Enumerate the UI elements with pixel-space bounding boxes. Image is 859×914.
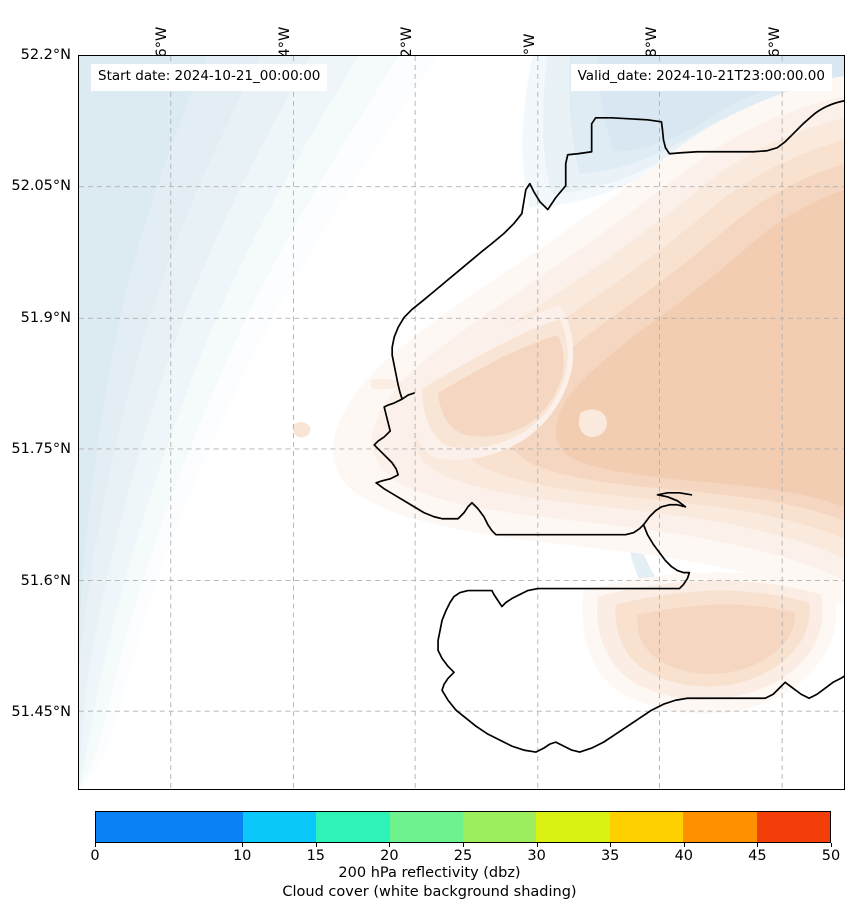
colorbar-segment (536, 812, 610, 842)
y-tick-label: 51.75°N (11, 441, 71, 457)
colorbar-segment (242, 812, 317, 842)
y-tick-label: 51.6°N (20, 573, 71, 589)
map-gridlines (79, 56, 844, 789)
y-tick-label: 52.05°N (11, 178, 71, 194)
colorbar-segment (609, 812, 684, 842)
colorbar-tick-mark (242, 843, 244, 847)
colorbar-tick-mark (610, 843, 612, 847)
colorbar-segment (756, 812, 830, 842)
caption-line-2: Cloud cover (white background shading) (282, 884, 577, 900)
y-axis-ticks: 52.2°N 52.05°N 51.9°N 51.75°N 51.6°N 51.… (0, 0, 71, 914)
colorbar-segment (683, 812, 757, 842)
valid-date-annotation: Valid_date: 2024-10-21T23:00:00.00 (570, 64, 832, 91)
colorbar-tick-label: 45 (748, 848, 767, 864)
colorbar-ticks: 0 10 15 20 25 30 35 40 45 50 (90, 843, 840, 869)
start-date-annotation: Start date: 2024-10-21_00:00:00 (91, 64, 328, 91)
colorbar-segment (316, 812, 390, 842)
y-tick-label: 51.45°N (11, 704, 71, 720)
colorbar-tick-label: 20 (380, 848, 399, 864)
figure-caption: 200 hPa reflectivity (dbz) Cloud cover (… (0, 864, 859, 902)
colorbar-tick-mark (463, 843, 464, 847)
colorbar-tick-mark (315, 843, 317, 847)
colorbar-segment (389, 812, 463, 842)
colorbar-tick-label: 0 (90, 848, 100, 864)
coastline-path (373, 100, 844, 753)
colorbar-tick-mark (831, 843, 832, 847)
map-contour-canvas (79, 56, 844, 789)
colorbar-tick-mark (536, 843, 538, 847)
caption-line-1: 200 hPa reflectivity (dbz) (338, 865, 521, 881)
colorbar-tick-label: 25 (453, 848, 473, 864)
y-tick-label: 51.9°N (20, 310, 71, 326)
colorbar-tick-mark (95, 843, 96, 847)
colorbar-tick-mark (389, 843, 391, 847)
cloud-cover-warm-bands (292, 75, 844, 714)
colorbar-segment (96, 812, 243, 842)
colorbar-tick-label: 15 (306, 848, 326, 864)
colorbar-tick-label: 50 (821, 848, 841, 864)
colorbar-tick-label: 10 (232, 848, 252, 864)
colorbar-tick-label: 40 (674, 848, 694, 864)
colorbar-segment (462, 812, 537, 842)
colorbar-tick-mark (757, 843, 759, 847)
colorbar-tick-label: 35 (600, 848, 620, 864)
x-axis-ticks: 5.6°W 5.4°W 5.2°W 5°W 4.8°W 4.6°W (0, 0, 859, 72)
map-plot-area[interactable]: Start date: 2024-10-21_00:00:00 Valid_da… (78, 55, 845, 790)
colorbar-tick-label: 30 (527, 848, 546, 864)
colorbar-gradient[interactable] (95, 811, 831, 843)
colorbar-tick-mark (683, 843, 685, 847)
colorbar[interactable]: 0 10 15 20 25 30 35 40 45 50 (90, 811, 840, 864)
y-tick-label: 52.2°N (20, 47, 71, 63)
